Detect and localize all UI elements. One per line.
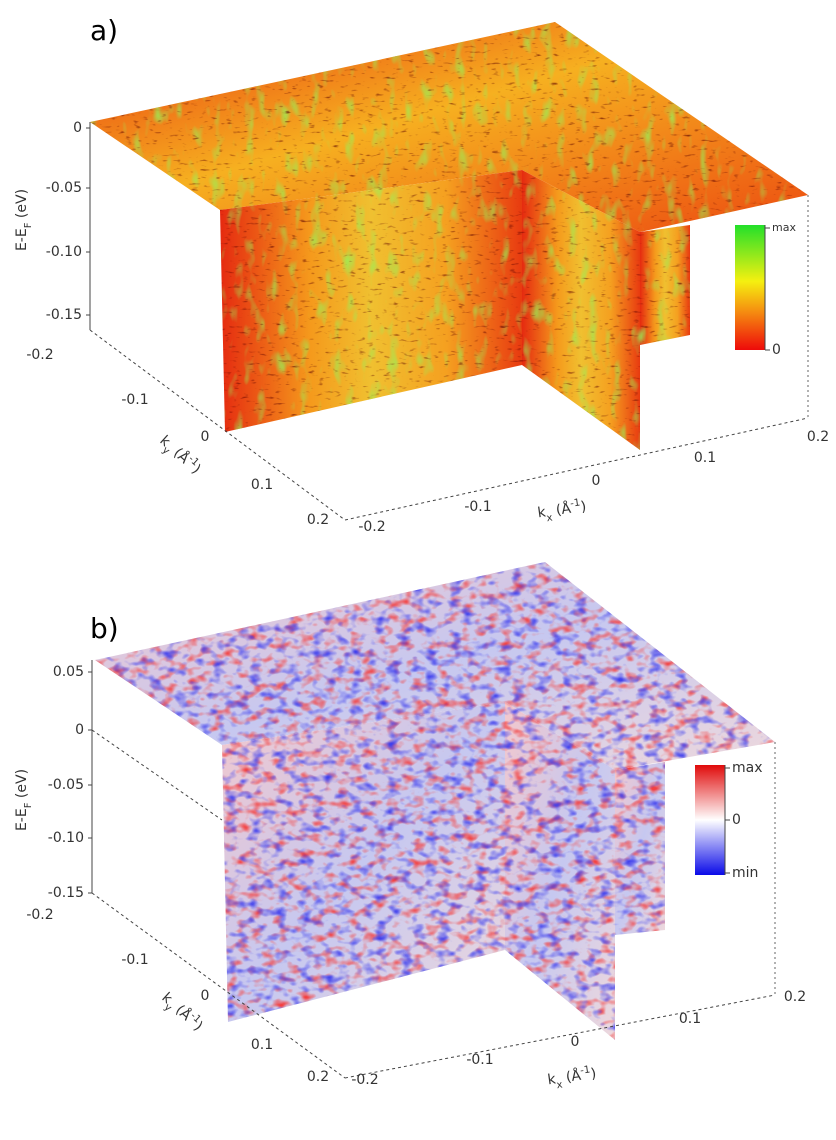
colorbar — [735, 225, 765, 350]
kx-tick-label: 0.2 — [784, 989, 806, 1005]
title-part: ) — [580, 499, 588, 516]
title-part: x — [556, 1079, 563, 1091]
colorbar-label: 0 — [732, 812, 741, 828]
ky-tick-label: -0.1 — [121, 952, 148, 968]
title-part: -1 — [569, 497, 580, 509]
surface-texture — [90, 22, 808, 232]
title-part: (Å — [560, 1067, 582, 1087]
kx-tick-label: 0 — [571, 1034, 580, 1050]
kx-axis — [344, 994, 776, 1079]
z-tick-label: -0.05 — [46, 180, 82, 196]
kx-tick-label: -0.2 — [351, 1072, 378, 1088]
z-tick-label: -0.10 — [46, 244, 82, 260]
surface-texture — [95, 562, 775, 770]
title-part: F — [23, 802, 34, 808]
title-part: (eV) — [14, 189, 30, 223]
ky-tick-label: 0.2 — [307, 512, 329, 528]
ky-axis — [89, 329, 346, 521]
z-tick-label: 0 — [75, 722, 84, 738]
ky-tick-label: -0.1 — [121, 392, 148, 408]
surface-texture — [522, 170, 640, 450]
colorbar-label: 0 — [772, 342, 781, 358]
kx-tick-label: 0.2 — [807, 429, 829, 445]
title-part: x — [546, 512, 553, 524]
ky-tick-label: 0 — [201, 429, 210, 445]
ky-tick-label: -0.2 — [26, 907, 53, 923]
z-tick-label: -0.15 — [46, 307, 82, 323]
z-tick-label: -0.05 — [48, 777, 84, 793]
z-tick-label: 0 — [73, 120, 82, 136]
z_axis-title: E-EF (eV) — [14, 769, 34, 831]
kx-tick-label: -0.2 — [358, 519, 385, 535]
title-part: k — [547, 1071, 558, 1088]
panel-label: a) — [90, 14, 118, 47]
panel-label: b) — [90, 612, 119, 645]
title-part: y — [162, 1001, 174, 1013]
colorbar-label: min — [732, 865, 758, 881]
title-part: F — [23, 222, 34, 228]
title-part: (Å — [550, 500, 572, 520]
title-part: (eV) — [14, 769, 30, 803]
ky_axis-title: ky (Å-1) — [154, 431, 205, 480]
title-part: k — [537, 504, 548, 521]
colorbar — [695, 765, 725, 875]
z-tick-label: -0.10 — [48, 830, 84, 846]
box-edge — [91, 729, 223, 821]
surface-texture — [640, 225, 690, 345]
colorbar-label: max — [732, 760, 763, 776]
kx-tick-label: -0.1 — [464, 499, 491, 515]
z-tick-label: -0.15 — [48, 885, 84, 901]
surface-texture — [615, 762, 665, 935]
panel: b)0.050-0.05-0.10-0.15E-EF (eV)-0.2-0.10… — [14, 562, 806, 1092]
colorbar-label: max — [772, 221, 796, 234]
title-part: y — [160, 444, 172, 456]
z_axis-title: E-EF (eV) — [14, 189, 34, 251]
kx-tick-label: 0 — [592, 473, 601, 489]
title-part: -1 — [579, 1064, 590, 1076]
title-part: ) — [590, 1066, 598, 1083]
ky-tick-label: 0.1 — [251, 1037, 273, 1053]
ky-tick-label: -0.2 — [26, 347, 53, 363]
title-part: E-E — [14, 808, 30, 831]
ky-tick-label: 0 — [201, 988, 210, 1004]
ky-axis — [91, 892, 346, 1079]
kx_axis-title: kx (Å-1) — [546, 1063, 598, 1092]
panel: a)0-0.05-0.10-0.15E-EF (eV)-0.2-0.100.10… — [14, 14, 829, 535]
kx-tick-label: -0.1 — [466, 1052, 493, 1068]
title-part: E-E — [14, 228, 30, 251]
z-tick-label: 0.05 — [53, 664, 84, 680]
kx-tick-label: 0.1 — [679, 1011, 701, 1027]
ky_axis-title: ky (Å-1) — [156, 988, 207, 1037]
kx-axis — [344, 417, 809, 521]
surface-texture — [222, 702, 505, 1022]
ky-tick-label: 0.2 — [307, 1069, 329, 1085]
ky-tick-label: 0.1 — [251, 477, 273, 493]
kx-tick-label: 0.1 — [694, 450, 716, 466]
kx_axis-title: kx (Å-1) — [536, 496, 588, 525]
surface-texture — [220, 170, 522, 432]
surface-texture — [505, 702, 615, 1040]
